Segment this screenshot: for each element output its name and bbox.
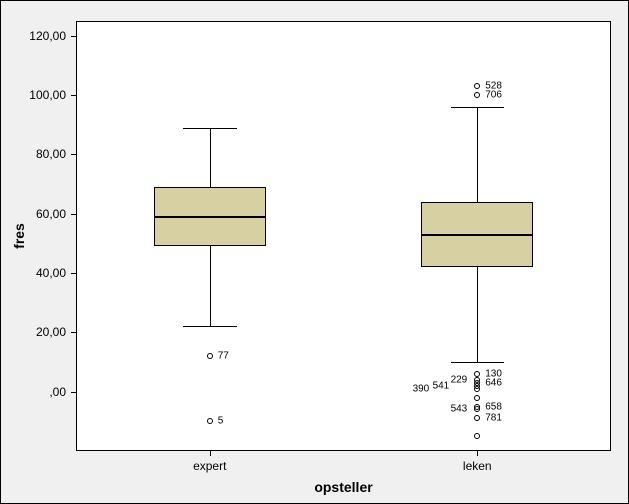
outlier-label: 543 — [451, 404, 468, 415]
y-tick-label: ,00 — [49, 385, 66, 399]
whisker-cap — [451, 107, 505, 108]
y-tick-label: 20,00 — [36, 325, 66, 339]
whisker-line — [210, 128, 211, 187]
y-axis-title: fres — [11, 223, 27, 249]
whisker-line — [210, 246, 211, 326]
x-tick-label: expert — [193, 459, 226, 473]
outlier-point — [207, 353, 213, 359]
whisker-cap — [183, 326, 237, 327]
outlier-label: 5 — [218, 416, 224, 427]
outlier-label: 781 — [485, 413, 502, 424]
outlier-point — [474, 415, 480, 421]
outlier-label: 229 — [451, 374, 468, 385]
outlier-label: 706 — [485, 90, 502, 101]
x-axis-title: opsteller — [314, 479, 372, 495]
outlier-point — [474, 395, 480, 401]
outlier-point — [474, 433, 480, 439]
outlier-label: 658 — [485, 401, 502, 412]
x-tick-label: leken — [463, 459, 492, 473]
median-line — [154, 216, 266, 218]
whisker-line — [477, 267, 478, 362]
y-tick — [71, 36, 76, 37]
y-tick — [71, 214, 76, 215]
outlier-label: 77 — [218, 351, 229, 362]
boxplot-chart: fres opsteller ,00 20,00 40,00 60,00 80,00 10… — [0, 0, 629, 504]
outlier-label: 390 — [413, 383, 430, 394]
outlier-label: 646 — [485, 377, 502, 388]
whisker-cap — [451, 362, 505, 363]
y-tick-label: 120,00 — [29, 29, 66, 43]
y-tick — [71, 392, 76, 393]
y-tick — [71, 95, 76, 96]
outlier-point — [474, 83, 480, 89]
outlier-point — [474, 92, 480, 98]
y-tick-label: 40,00 — [36, 266, 66, 280]
y-tick — [71, 154, 76, 155]
y-tick-label: 60,00 — [36, 207, 66, 221]
outlier-label: 541 — [433, 380, 450, 391]
y-tick — [71, 273, 76, 274]
y-tick-label: 80,00 — [36, 147, 66, 161]
outlier-point — [207, 418, 213, 424]
x-tick — [477, 451, 478, 456]
outlier-point — [474, 406, 480, 412]
whisker-cap — [183, 128, 237, 129]
outlier-point — [474, 386, 480, 392]
y-tick — [71, 332, 76, 333]
y-tick-label: 100,00 — [29, 88, 66, 102]
median-line — [421, 234, 533, 236]
x-tick — [210, 451, 211, 456]
whisker-line — [477, 107, 478, 202]
